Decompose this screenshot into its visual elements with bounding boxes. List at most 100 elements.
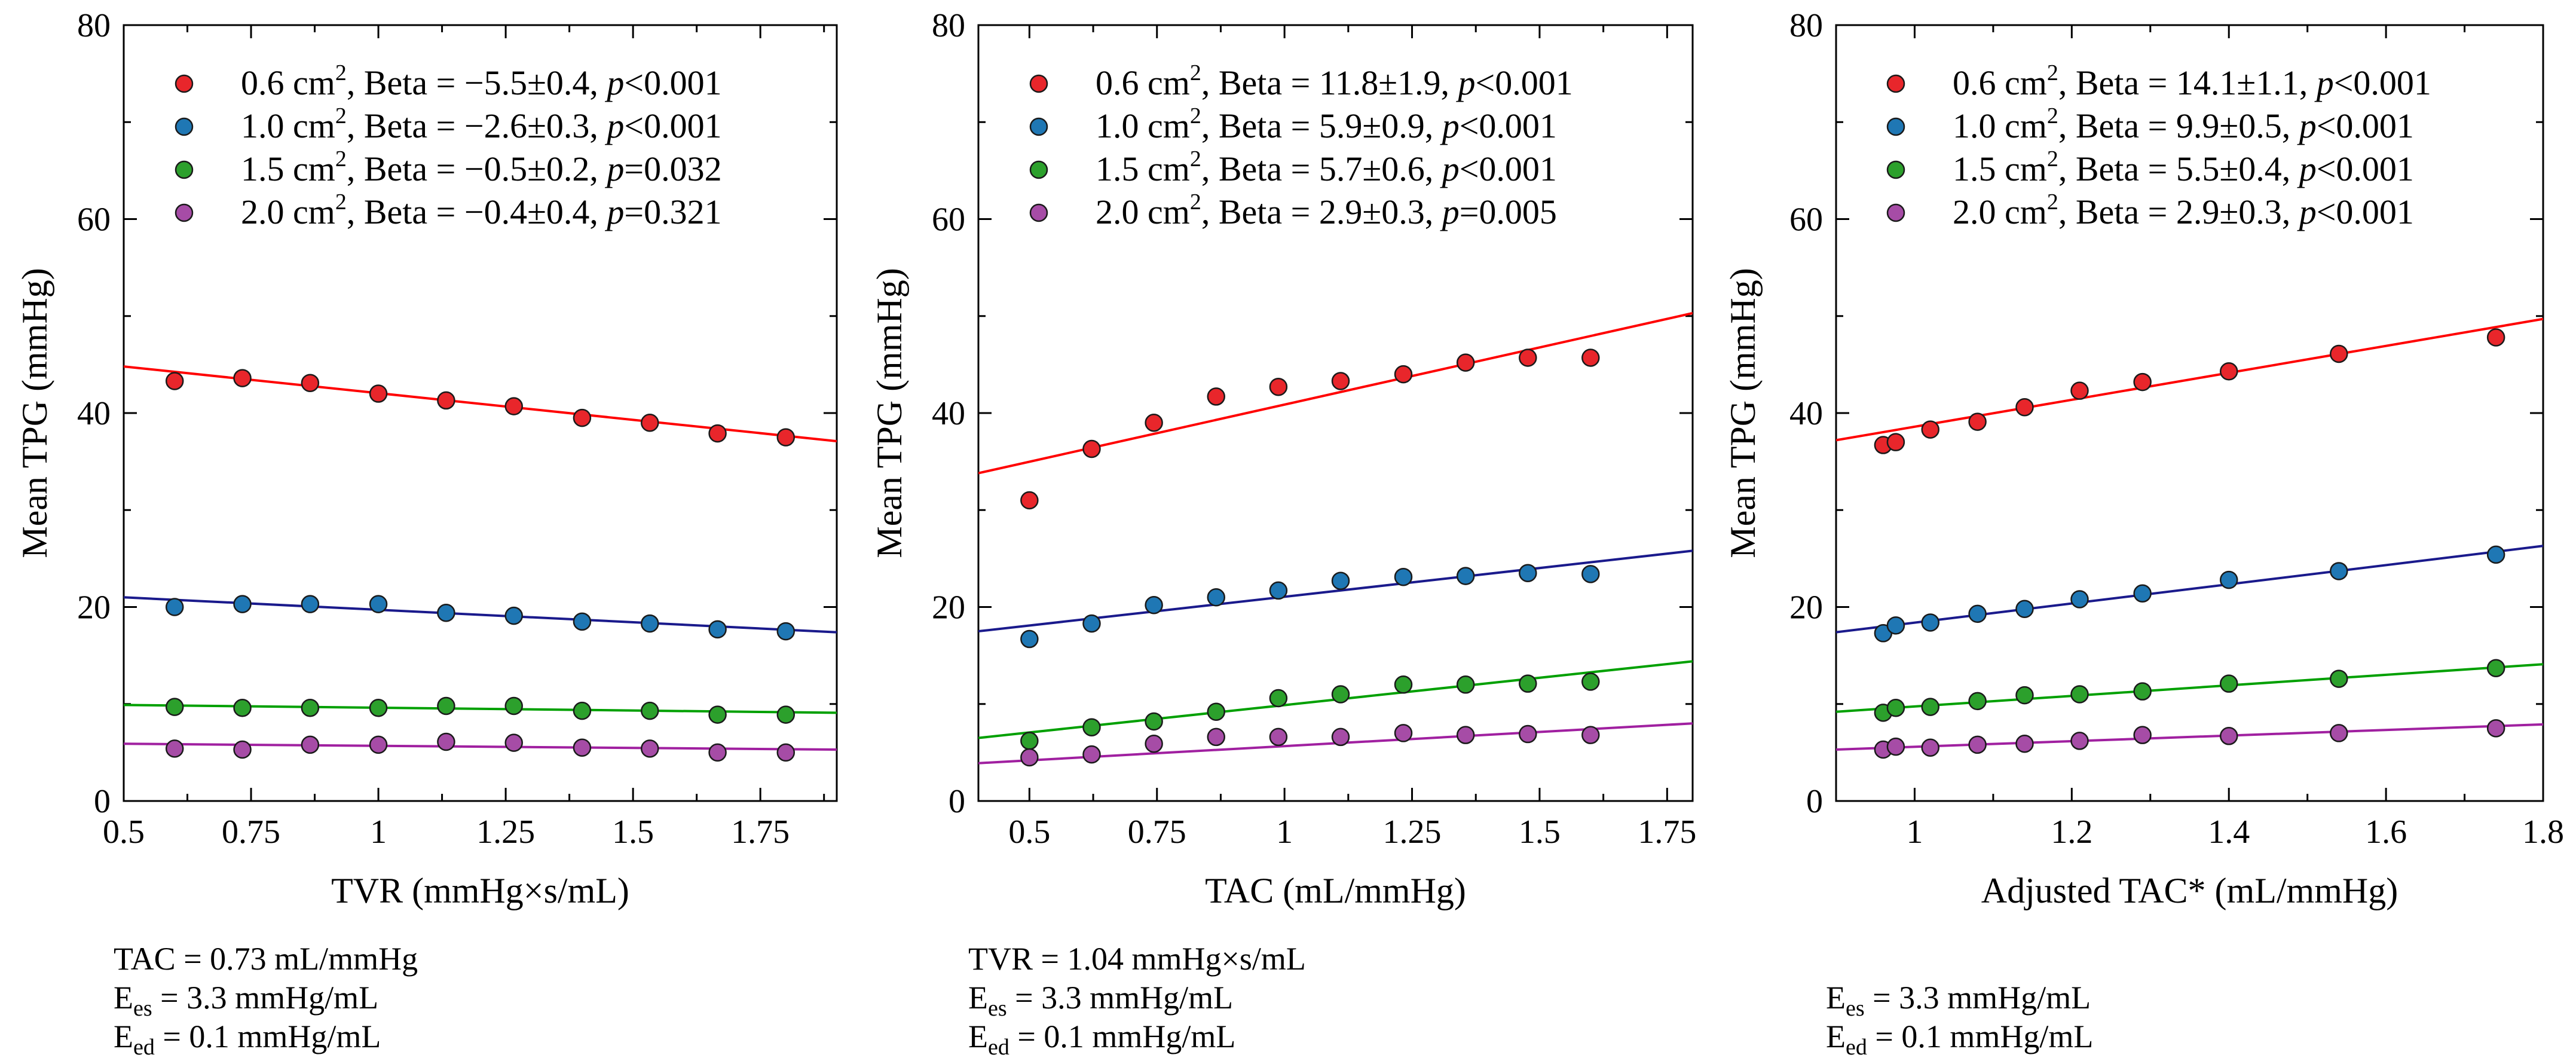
- data-point: [573, 612, 592, 631]
- legend-label: 1.0 cm2, Beta = 5.9±0.9, p<0.001: [1096, 103, 1557, 145]
- x-tick-label: 1: [1276, 814, 1293, 851]
- legend-marker: [1886, 117, 1905, 136]
- x-tick-label: 1: [1906, 814, 1923, 851]
- data-point: [1145, 413, 1163, 432]
- note-subscript: ed: [988, 1035, 1009, 1060]
- legend-superscript: 2: [2047, 189, 2058, 215]
- legend-p-label: p: [2297, 149, 2317, 188]
- legend-marker: [175, 160, 194, 179]
- legend-area: 2.0 cm: [1953, 192, 2047, 231]
- data-point: [1020, 491, 1039, 510]
- y-axis-title: Mean TPG (mmHg): [870, 268, 909, 558]
- data-point: [1394, 365, 1413, 384]
- series-4: 2.0 cm2, Beta = 2.9±0.3, p=0.005: [978, 189, 1693, 767]
- x-tick-label: 1.75: [1638, 814, 1696, 851]
- note-rest: = 3.3 mmHg/mL: [152, 980, 378, 1016]
- data-point: [165, 598, 184, 616]
- data-point: [165, 698, 184, 716]
- legend-p-label: p: [1440, 106, 1460, 145]
- data-point: [776, 428, 796, 447]
- note-main: TVR: [968, 941, 1033, 977]
- note-rest: = 0.73 mL/mmHg: [176, 941, 418, 977]
- data-point: [2133, 682, 2152, 701]
- data-point: [1921, 738, 1939, 757]
- data-point: [437, 391, 455, 410]
- note-rest: = 3.3 mmHg/mL: [1865, 980, 2091, 1016]
- legend-p-value: <0.001: [1460, 106, 1557, 145]
- note-main: E: [1826, 980, 1846, 1016]
- data-point: [1921, 613, 1939, 632]
- data-point: [776, 705, 796, 724]
- data-point: [1269, 727, 1288, 747]
- data-point: [1020, 732, 1039, 750]
- data-point: [2015, 398, 2034, 417]
- legend-label: 0.6 cm2, Beta = −5.5±0.4, p<0.001: [241, 60, 722, 102]
- data-point: [1082, 614, 1101, 633]
- chart-panel-3: 0 20 40 60 80 1 1.2 1.4 1.6 1.8 Adjusted TAC* (mL/…: [1723, 7, 2564, 1060]
- data-point: [2219, 362, 2238, 381]
- legend-p-value: <0.001: [1476, 63, 1573, 102]
- legend-p-label: p: [604, 149, 624, 188]
- data-point: [1968, 735, 1987, 754]
- y-axis-title: Mean TPG (mmHg): [15, 268, 54, 558]
- legend-p-label: p: [1440, 192, 1460, 231]
- legend-superscript: 2: [1190, 189, 1201, 215]
- data-point: [2486, 328, 2505, 347]
- data-point: [1519, 564, 1537, 582]
- legend-beta: , Beta = −0.5±0.2,: [347, 149, 607, 188]
- data-point: [2133, 584, 2152, 603]
- data-point: [2329, 562, 2348, 580]
- data-point: [1581, 565, 1600, 583]
- note-subscript: es: [1846, 996, 1865, 1021]
- legend-beta: , Beta = −0.4±0.4,: [347, 192, 607, 231]
- note-rest: = 0.1 mmHg/mL: [1009, 1019, 1235, 1054]
- data-point: [1921, 420, 1939, 439]
- legend-area: 0.6 cm: [241, 63, 335, 102]
- legend-p-value: <0.001: [2317, 106, 2414, 145]
- data-point: [1207, 702, 1226, 721]
- y-axis-title: Mean TPG (mmHg): [1723, 268, 1763, 558]
- x-tick-label: 0.75: [222, 814, 280, 851]
- parameter-note: Eed = 0.1 mmHg/mL: [968, 1019, 1235, 1060]
- legend-beta: , Beta = 11.8±1.9,: [1201, 63, 1458, 102]
- legend-marker: [175, 203, 194, 222]
- data-point: [641, 413, 659, 432]
- legend-p-label: p: [2297, 192, 2317, 231]
- data-point: [1886, 698, 1905, 717]
- data-point: [1082, 745, 1101, 764]
- note-main: E: [1826, 1019, 1846, 1054]
- x-tick-label: 1.8: [2522, 814, 2564, 851]
- legend-area: 1.0 cm: [1096, 106, 1190, 145]
- data-point: [233, 740, 252, 759]
- x-axis-title: Adjusted TAC* (mL/mmHg): [1981, 871, 2398, 910]
- series-3: 1.5 cm2, Beta = 5.7±0.6, p<0.001: [978, 146, 1693, 750]
- data-point: [641, 614, 659, 633]
- x-tick-label: 1.75: [731, 814, 790, 851]
- note-rest: = 0.1 mmHg/mL: [1867, 1019, 2093, 1054]
- data-point: [1968, 412, 1987, 431]
- data-point: [2219, 674, 2238, 693]
- note-rest: = 3.3 mmHg/mL: [1007, 980, 1233, 1016]
- legend-beta: , Beta = −5.5±0.4,: [347, 63, 607, 102]
- data-point: [301, 595, 320, 613]
- data-point: [2015, 735, 2034, 753]
- note-main: E: [114, 1019, 133, 1054]
- x-tick-label: 1.25: [476, 814, 535, 851]
- data-point: [1886, 616, 1905, 635]
- data-point: [1269, 689, 1288, 708]
- x-tick-label: 1.4: [2208, 814, 2250, 851]
- fit-line: [124, 596, 837, 634]
- data-point: [776, 622, 796, 641]
- data-point: [1456, 353, 1475, 372]
- data-point: [233, 369, 252, 387]
- legend-label: 2.0 cm2, Beta = −0.4±0.4, p=0.321: [241, 189, 722, 231]
- data-point: [708, 620, 727, 639]
- note-subscript: es: [133, 996, 152, 1021]
- data-point: [2133, 726, 2152, 744]
- data-point: [2070, 685, 2089, 704]
- legend-p-value: <0.001: [1460, 149, 1557, 188]
- y-tick-label: 60: [1789, 201, 1823, 239]
- data-point: [233, 698, 252, 717]
- fit-line: [124, 704, 837, 714]
- data-point: [1394, 675, 1413, 694]
